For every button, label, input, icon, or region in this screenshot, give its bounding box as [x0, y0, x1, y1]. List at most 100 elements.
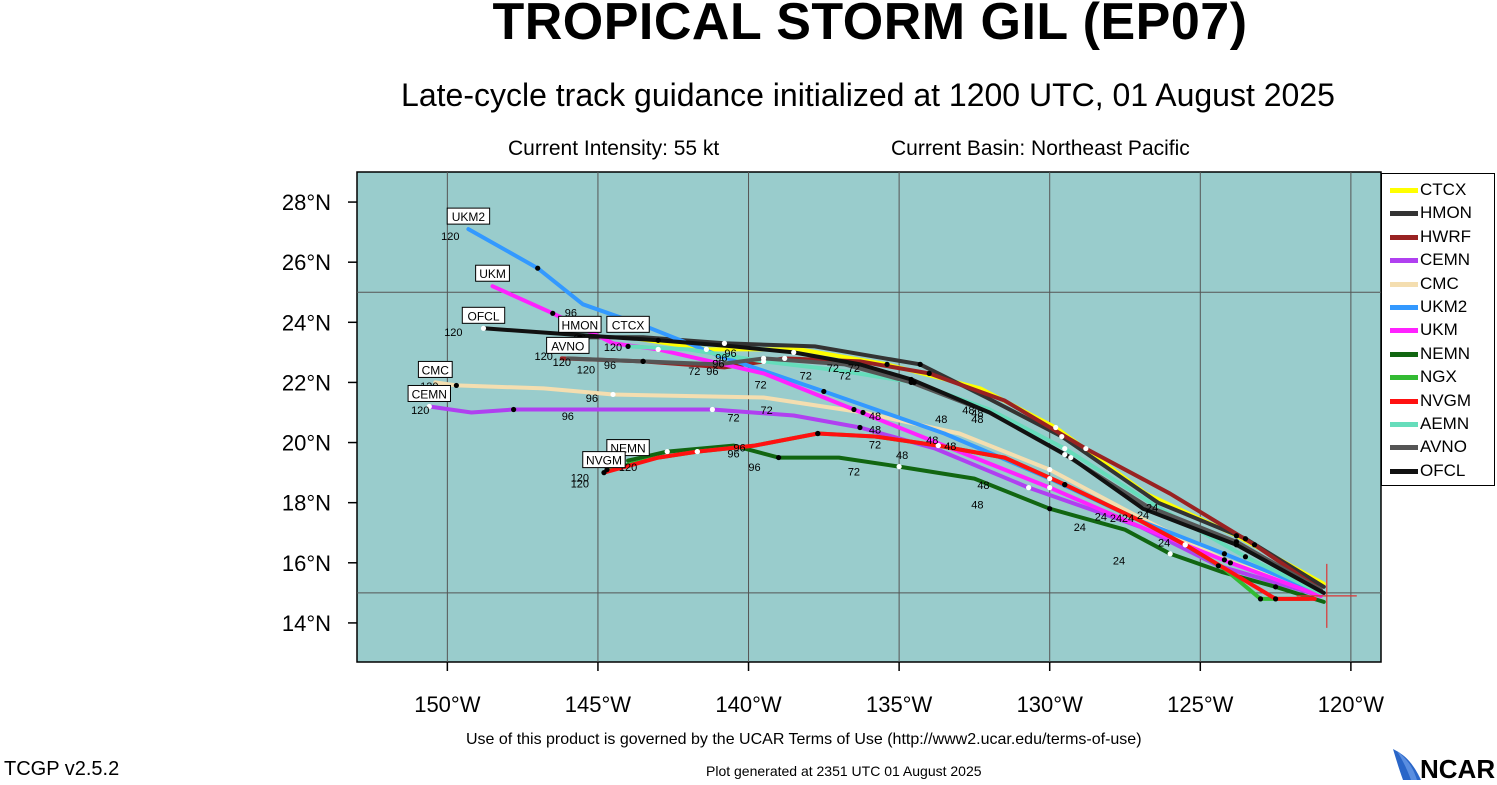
- legend-label: UKM: [1420, 320, 1458, 340]
- hour-label: 72: [754, 379, 766, 391]
- track-point: [1062, 482, 1068, 488]
- track-point: [703, 346, 709, 352]
- hour-label: 24: [1122, 513, 1134, 525]
- track-point: [1026, 485, 1032, 491]
- hour-label: 72: [760, 405, 772, 417]
- end-label-text: NVGM: [586, 454, 622, 468]
- version-label: TCGP v2.5.2: [4, 758, 120, 780]
- legend-swatch: [1390, 351, 1418, 357]
- y-tick-label: 22°N: [282, 370, 331, 395]
- hour-label: 24: [1074, 522, 1086, 534]
- track-point: [1272, 596, 1279, 602]
- hour-label: 96: [733, 443, 745, 455]
- track-point: [1182, 542, 1188, 548]
- legend-label: AVNO: [1420, 437, 1467, 457]
- y-tick-label: 16°N: [282, 551, 331, 576]
- track-point: [896, 464, 902, 470]
- track-nemn: [626, 443, 1326, 604]
- track-point: [1053, 424, 1059, 431]
- track-point: [1167, 551, 1173, 557]
- legend-swatch: [1390, 188, 1418, 193]
- legend-swatch: [1390, 422, 1418, 427]
- hour-label: 72: [688, 366, 700, 378]
- end-label-text: OFCL: [467, 309, 499, 323]
- hour-label: 96: [562, 411, 574, 423]
- track-point: [1257, 596, 1264, 602]
- end-label-text: CTCX: [612, 318, 645, 332]
- track-point: [926, 370, 932, 377]
- track-point: [851, 406, 857, 413]
- legend-label: UKM2: [1420, 297, 1468, 316]
- hour-label: 120: [441, 231, 459, 243]
- track-point: [860, 409, 866, 416]
- x-tick-label: 130°W: [1017, 692, 1084, 717]
- y-tick-label: 20°N: [282, 431, 331, 456]
- track-point: [1221, 551, 1227, 557]
- legend: CTCX HMON HWRF CEMN CMC UKM2 UKM NEMN NGX NVGM AEM…: [1381, 173, 1495, 486]
- legend-label: CMC: [1420, 273, 1459, 293]
- hour-label: 72: [839, 370, 851, 382]
- hour-label: 48: [971, 408, 983, 420]
- track-point: [453, 382, 459, 389]
- end-label-box: [558, 315, 602, 333]
- x-tick-label: 150°W: [414, 692, 481, 717]
- hour-label: 96: [724, 348, 736, 360]
- hour-label: 48: [977, 480, 989, 492]
- legend-label: OFCL: [1420, 460, 1466, 480]
- track-point: [721, 340, 728, 346]
- track-point: [1233, 533, 1240, 539]
- y-tick-label: 28°N: [282, 190, 331, 215]
- end-label-box: [461, 306, 506, 324]
- end-label-ukm2: UKM2: [446, 207, 491, 225]
- legend-swatch: [1390, 281, 1418, 287]
- track-points: [426, 265, 1279, 602]
- end-label-box: [606, 315, 650, 333]
- grid-lines: [357, 172, 1381, 662]
- track-point: [857, 424, 863, 431]
- hour-label: 72: [827, 363, 839, 375]
- end-label-text: UKM2: [452, 210, 486, 224]
- hour-label: 96: [715, 352, 727, 364]
- end-label-hmon: HMON: [558, 315, 602, 333]
- hour-annotations: 1201201201201201201201201201201209696969…: [411, 231, 1170, 567]
- legend-swatch: [1390, 211, 1418, 217]
- hour-label: 120: [535, 351, 553, 363]
- chart-title: TROPICAL STORM GIL (EP07): [492, 0, 1248, 51]
- track-point: [776, 454, 782, 461]
- end-label-nvgm: NVGM: [582, 451, 626, 469]
- track-point: [1272, 584, 1279, 590]
- end-label-box: [582, 451, 626, 469]
- hour-label: 48: [926, 435, 938, 447]
- track-point: [1062, 445, 1068, 452]
- x-tick-label: 135°W: [866, 692, 933, 717]
- track-point: [1221, 557, 1227, 563]
- track-point: [426, 403, 432, 410]
- track-point: [1062, 451, 1068, 458]
- track-point: [1242, 536, 1249, 542]
- track-point: [1059, 433, 1065, 440]
- track-point: [550, 310, 556, 316]
- hour-label: 120: [604, 342, 622, 354]
- end-label-cmc: CMC: [417, 360, 453, 378]
- hour-label: 24: [1110, 513, 1122, 525]
- x-tick-label: 125°W: [1167, 692, 1234, 717]
- end-label-cemn: CEMN: [407, 384, 451, 402]
- legend-label: CTCX: [1420, 180, 1467, 199]
- track-point: [1215, 563, 1221, 569]
- hour-label: 48: [962, 405, 974, 417]
- hour-label: 48: [944, 441, 956, 453]
- track-point: [640, 358, 646, 364]
- end-label-ukm: UKM: [475, 264, 510, 282]
- end-label-text: CEMN: [412, 387, 447, 401]
- track-point: [815, 430, 821, 437]
- legend-swatch: [1390, 258, 1418, 264]
- hour-label: 24: [1146, 503, 1158, 515]
- hour-label: 96: [727, 449, 739, 461]
- hour-label: 120: [571, 473, 589, 485]
- hour-label: 48: [935, 414, 947, 426]
- x-tick-label: 140°W: [715, 692, 782, 717]
- track-point: [1083, 445, 1089, 452]
- track-point: [664, 448, 670, 455]
